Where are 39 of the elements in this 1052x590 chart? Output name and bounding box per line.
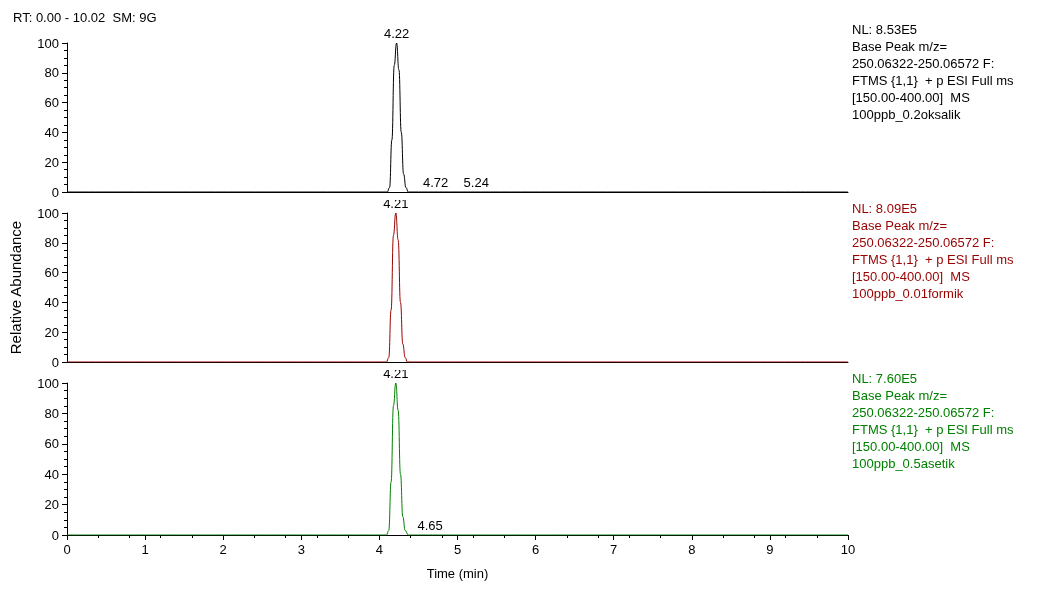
x-tick-label: 5 (453, 542, 462, 557)
chart-title: RT: 0.00 - 10.02 SM: 9G (13, 10, 157, 25)
y-tick-label: 20 (44, 154, 59, 170)
x-tick-label: 4 (375, 542, 384, 557)
x-tick-label: 9 (766, 542, 774, 557)
y-tick-label: 60 (44, 95, 59, 111)
y-tick-label: 40 (44, 466, 59, 482)
y-tick-label: 60 (44, 436, 59, 452)
x-tick-label: 1 (141, 542, 149, 557)
y-tick-label: 0 (51, 527, 59, 543)
y-tick-label: 80 (44, 65, 59, 81)
x-tick-label: 10 (840, 542, 856, 557)
text: NL: 8.09E5 Base Peak m/z= 250.06322-250.06572 F: FTMS {1,1} + p ESI Full ms [150.00-400.00] MS 100ppb_0.01formik (852, 201, 1014, 301)
y-tick-label: 0 (51, 184, 59, 200)
text: NL: 7.60E5 Base Peak m/z= 250.06322-250.06572 F: FTMS {1,1} + p ESI Full ms [150.00-400.00] MS 100ppb_0.5asetik (852, 371, 1014, 471)
annotation: 4.65 (417, 518, 443, 533)
annotation: 5.24 (463, 175, 489, 190)
y-axis-title: Relative Abundance (7, 220, 24, 355)
y-tick-label: 20 (44, 497, 59, 513)
x-tick-label: 7 (610, 542, 618, 557)
x-tick-label: 3 (297, 542, 305, 557)
y-tick-label: 100 (37, 375, 59, 391)
y-tick-label: 0 (51, 354, 59, 370)
y-tick-label: 80 (44, 235, 59, 251)
y-tick-label: 60 (44, 265, 59, 281)
x-tick-label: 2 (219, 542, 227, 557)
annotation: 4.72 (422, 175, 449, 190)
text: NL: 8.53E5 Base Peak m/z= 250.06322-250.06572 F: FTMS {1,1} + p ESI Full ms [150.00-400.00] MS 100ppb_0.2oksalik (852, 22, 1014, 122)
y-tick-label: 40 (44, 124, 59, 140)
y-tick-label: 20 (44, 324, 59, 340)
x-tick-label: 6 (531, 542, 540, 557)
y-tick-label: 100 (37, 35, 59, 51)
x-axis-title: Time (min) (426, 566, 489, 581)
y-tick-label: 100 (37, 205, 59, 221)
x-tick-label: 8 (688, 542, 696, 557)
annotation: 4.22 (383, 26, 410, 41)
y-tick-label: 80 (44, 405, 59, 421)
y-tick-label: 40 (44, 294, 59, 310)
x-tick-label: 0 (63, 542, 71, 557)
